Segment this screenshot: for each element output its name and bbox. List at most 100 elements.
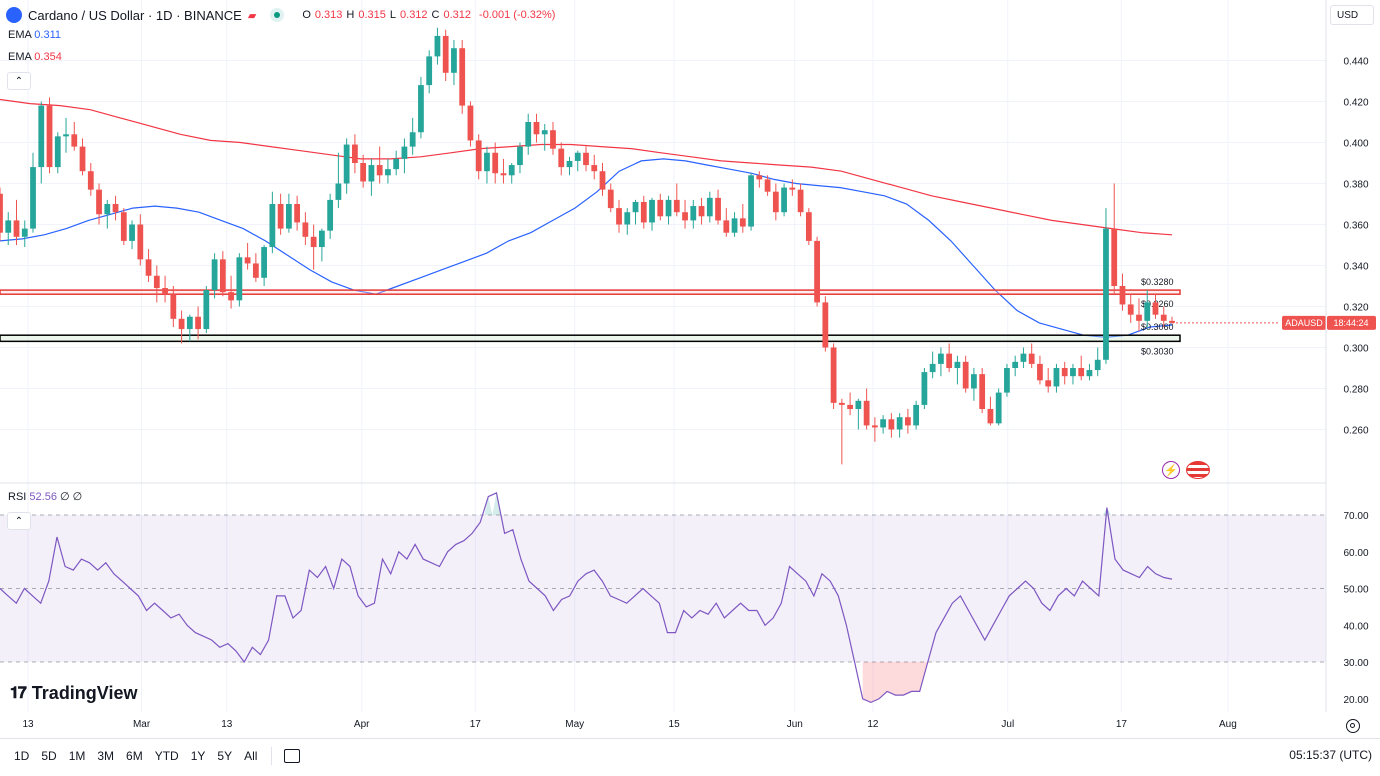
resistance-zone	[0, 289, 1181, 295]
candle-body	[244, 257, 251, 264]
rsi-legend[interactable]: RSI 52.56 ∅ ∅	[8, 490, 82, 503]
range-all[interactable]: All	[244, 748, 258, 763]
time-tick-label: Jun	[787, 719, 803, 730]
candle-body	[1070, 368, 1076, 377]
candle-body	[830, 347, 837, 403]
candle-body	[1028, 353, 1035, 364]
rsi-value: 52.56	[29, 491, 57, 503]
time-tick-label: Jul	[1001, 719, 1014, 730]
candle-body	[706, 197, 713, 217]
candle-body	[541, 130, 548, 135]
candle-body	[698, 206, 705, 217]
candle-body	[566, 160, 573, 168]
range-1m[interactable]: 1M	[68, 748, 86, 763]
symbol-title[interactable]: Cardano / US Dollar · 1D · BINANCE	[28, 7, 242, 23]
calendar-icon[interactable]	[284, 748, 301, 763]
currency-selector[interactable]: USD	[1330, 5, 1374, 25]
candle-body	[995, 392, 1002, 424]
candle-body	[120, 212, 127, 241]
utc-clock[interactable]: 05:15:37 (UTC)	[1289, 748, 1372, 762]
collapse-rsi-button[interactable]: ⌃	[7, 512, 31, 530]
candle-body	[104, 204, 111, 215]
level-label: $0.3280	[1141, 277, 1174, 287]
candle-body	[591, 165, 598, 172]
symbol-tag-label: ADAUSD	[1285, 318, 1323, 328]
rsi-tick-label: 50.00	[1343, 585, 1368, 596]
candle-body	[838, 402, 845, 405]
candle-body	[781, 187, 787, 213]
candles	[0, 27, 1175, 465]
candle-body	[533, 122, 540, 135]
candle-body	[805, 212, 812, 241]
candle-body	[1144, 302, 1151, 321]
candle-body	[318, 230, 325, 248]
time-tag	[1327, 315, 1376, 330]
tv-logo-icon: 𝟏𝟕	[10, 684, 27, 702]
settings-icon[interactable]	[1346, 719, 1360, 733]
candle-body	[170, 294, 177, 319]
bolt-icon[interactable]: ⚡	[1162, 461, 1180, 479]
ema-fast-legend[interactable]: EMA 0.311	[8, 29, 61, 41]
time-tick-label: 17	[470, 719, 482, 730]
market-status-icon[interactable]	[270, 8, 285, 22]
candle-body	[599, 171, 606, 190]
candle-body	[913, 404, 920, 426]
candle-body	[434, 35, 441, 57]
time-axis[interactable]: 13 Mar 13 Apr 17 May 15 Jun 12 Jul 17 Aug	[22, 719, 1236, 730]
candle-body	[657, 199, 664, 217]
candle-body	[475, 140, 482, 172]
candle-body	[0, 193, 3, 233]
range-ytd[interactable]: YTD	[154, 748, 179, 763]
candle-body	[624, 212, 631, 225]
candle-body	[673, 199, 680, 213]
candle-body	[401, 146, 408, 159]
range-3m[interactable]: 3M	[97, 748, 115, 763]
rsi-label: RSI	[8, 491, 27, 503]
tradingview-logo[interactable]: 𝟏𝟕 TradingView	[10, 683, 138, 704]
range-6m[interactable]: 6M	[126, 748, 143, 763]
flag-icon[interactable]: ▰	[247, 9, 257, 22]
candle-body	[236, 257, 243, 301]
range-5d[interactable]: 5D	[41, 748, 57, 763]
ema-slow-legend[interactable]: EMA 0.354	[8, 51, 62, 63]
candle-body	[517, 146, 523, 166]
time-tick-label: 17	[1116, 719, 1128, 730]
us-flag-icon[interactable]	[1186, 461, 1210, 479]
ohlc-open: 0.313	[314, 9, 343, 21]
candle-body	[855, 400, 862, 409]
candle-body	[847, 404, 854, 409]
ohlc-high: 0.315	[358, 9, 386, 21]
range-1y[interactable]: 1Y	[190, 748, 206, 763]
rsi-tick-label: 70.00	[1343, 511, 1368, 522]
candle-body	[1053, 368, 1060, 387]
price-tick-label: 0.280	[1343, 385, 1368, 396]
candle-body	[1012, 361, 1019, 368]
ema-slow-value: 0.354	[34, 51, 62, 63]
candle-body	[219, 259, 226, 293]
candle-body	[451, 48, 457, 73]
candle-body	[71, 134, 78, 147]
candle-body	[822, 302, 829, 348]
candle-body	[129, 224, 135, 241]
candle-body	[772, 191, 779, 213]
collapse-legend-button[interactable]: ⌃	[7, 72, 31, 90]
candle-body	[764, 179, 771, 192]
candle-body	[467, 105, 474, 141]
candle-body	[1086, 370, 1093, 377]
range-1d[interactable]: 1D	[14, 748, 30, 763]
range-5y[interactable]: 5Y	[217, 748, 233, 763]
candle-body	[145, 259, 152, 276]
candle-body	[1152, 302, 1159, 315]
bottom-toolbar: 1D 5D 1M 3M 6M YTD 1Y 5Y All 05:15:37 (U…	[0, 738, 1380, 772]
rsi-tick-label: 40.00	[1343, 621, 1368, 632]
price-tick-label: 0.300	[1343, 344, 1368, 355]
candle-body	[302, 222, 309, 237]
ohlc-low-key: L	[389, 9, 397, 21]
time-tick-label: 12	[867, 719, 879, 730]
candle-body	[252, 263, 259, 278]
candle-body	[748, 175, 754, 227]
candle-body	[896, 417, 903, 430]
price-axis[interactable]: 0.440 0.420 0.400 0.380 0.360 0.340 0.320 0.300…	[1172, 57, 1376, 706]
ema-fast-line	[0, 158, 1173, 338]
